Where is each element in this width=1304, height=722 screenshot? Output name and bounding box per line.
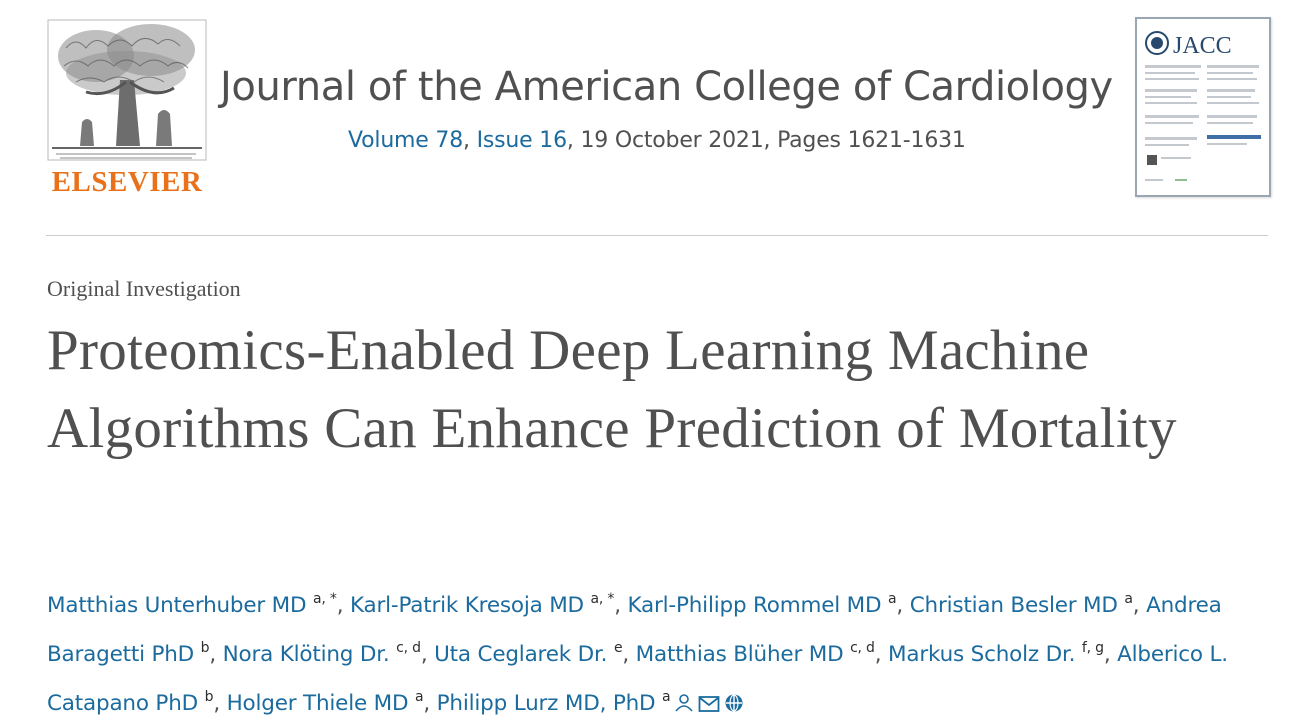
issue-info: Volume 78, Issue 16, 19 October 2021, Pa… xyxy=(348,128,966,153)
author-affiliation[interactable]: a xyxy=(414,689,424,705)
author-link[interactable]: Karl-Patrik Kresoja MD xyxy=(350,593,584,618)
author-link[interactable]: Nora Klöting Dr. xyxy=(222,642,390,667)
elsevier-tree-emblem xyxy=(47,19,207,161)
person-icon[interactable] xyxy=(674,686,694,722)
publisher-logo[interactable]: ELSEVIER xyxy=(46,18,208,198)
author-link[interactable]: Markus Scholz Dr. xyxy=(888,642,1076,667)
publisher-wordmark: ELSEVIER xyxy=(51,166,203,198)
article-type: Original Investigation xyxy=(47,276,241,301)
author-link[interactable]: Matthias Unterhuber MD xyxy=(47,593,307,618)
journal-title[interactable]: Journal of the American College of Cardi… xyxy=(220,64,1113,110)
date-pages: , 19 October 2021, Pages 1621-1631 xyxy=(566,128,966,153)
author-link[interactable]: Holger Thiele MD xyxy=(226,691,409,716)
author-affiliation[interactable]: e xyxy=(613,640,623,656)
author-affiliation[interactable]: a, * xyxy=(590,591,615,607)
author-link[interactable]: Christian Besler MD xyxy=(909,593,1118,618)
author-affiliation[interactable]: a xyxy=(888,591,897,607)
author-link[interactable]: Philipp Lurz MD, PhD xyxy=(436,691,656,716)
author-link[interactable]: Alberico L. Catapano PhD xyxy=(47,642,1228,716)
volume-link[interactable]: Volume 78 xyxy=(348,128,464,153)
author-affiliation[interactable]: b xyxy=(204,689,214,705)
author-link[interactable]: Andrea Baragetti PhD xyxy=(47,593,1222,667)
journal-cover-thumbnail[interactable]: JACC xyxy=(1135,17,1271,197)
header-divider xyxy=(46,235,1268,236)
author-affiliation[interactable]: c, d xyxy=(850,640,875,656)
email-icon[interactable] xyxy=(698,686,720,722)
author-affiliation[interactable]: a xyxy=(662,689,671,705)
author-affiliation[interactable]: b xyxy=(200,640,210,656)
author-affiliation[interactable]: a, * xyxy=(313,591,337,607)
author-affiliation[interactable]: a xyxy=(1124,591,1133,607)
issue-separator: , xyxy=(463,128,477,153)
author-list: Matthias Unterhuber MD a, *, Karl-Patrik… xyxy=(47,578,1272,722)
author-affiliation[interactable]: c, d xyxy=(396,640,421,656)
issue-link[interactable]: Issue 16 xyxy=(476,128,567,153)
author-link[interactable]: Uta Ceglarek Dr. xyxy=(434,642,608,667)
author-affiliation[interactable]: f, g xyxy=(1081,640,1104,656)
article-title: Proteomics-Enabled Deep Learning Machine… xyxy=(47,319,1177,460)
author-link[interactable]: Karl-Philipp Rommel MD xyxy=(627,593,882,618)
orcid-icon[interactable] xyxy=(724,686,744,722)
author-link[interactable]: Matthias Blüher MD xyxy=(635,642,844,667)
cover-journal-abbrev: JACC xyxy=(1173,33,1232,59)
